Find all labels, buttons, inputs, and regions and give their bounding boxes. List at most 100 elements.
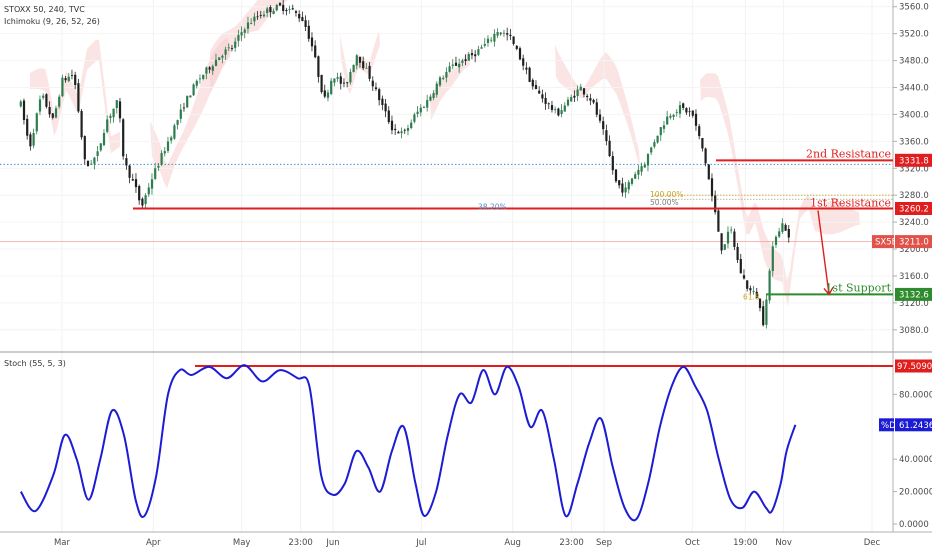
candle	[563, 102, 566, 112]
candle	[349, 68, 352, 85]
candle	[237, 29, 240, 47]
candle	[186, 95, 189, 109]
candle-body	[781, 223, 784, 232]
candle-body	[182, 107, 186, 109]
candle-body	[176, 120, 179, 125]
candle-body	[26, 118, 29, 136]
candle-body	[74, 74, 77, 85]
candle-body	[538, 90, 541, 94]
candle-body	[358, 56, 362, 63]
candle	[621, 177, 624, 197]
candle-body	[38, 99, 42, 112]
candle-body	[262, 14, 266, 17]
candle-body	[141, 198, 144, 206]
candle	[774, 235, 778, 248]
candle	[742, 269, 746, 280]
candle	[131, 173, 134, 181]
candle	[371, 76, 374, 91]
candle-body	[435, 83, 438, 95]
candle	[86, 160, 90, 167]
candle-body	[230, 48, 234, 49]
symbol-title: STOXX 50, 240, TVC	[4, 5, 85, 14]
candle-body	[675, 112, 678, 113]
projection-arrow[interactable]	[817, 210, 830, 295]
candle	[602, 116, 605, 135]
candle	[166, 136, 170, 153]
fib-61-label: 61.8	[743, 292, 760, 301]
candle-body	[691, 110, 694, 116]
price-tick-label: 3280.0	[899, 191, 929, 201]
candle	[195, 79, 198, 89]
candle-body	[458, 63, 461, 68]
candle	[525, 62, 528, 75]
candle	[179, 104, 182, 123]
candle-body	[381, 98, 384, 105]
candle-body	[285, 9, 288, 12]
candle	[682, 102, 685, 111]
candle-body	[730, 229, 733, 231]
res1-tag-text: 3260.2	[899, 205, 929, 215]
candle-body	[118, 101, 122, 119]
candle-body	[192, 84, 195, 96]
candle	[762, 300, 765, 327]
candle-body	[246, 22, 250, 29]
candle	[182, 103, 186, 112]
stoch-d-tag: %D 61.2436	[879, 418, 932, 432]
candle-body	[701, 138, 704, 149]
candle-body	[86, 161, 90, 167]
candle-body	[467, 54, 470, 61]
candle-body	[109, 115, 112, 118]
candle-body	[390, 120, 394, 131]
candle-body	[189, 95, 192, 98]
candle-body	[45, 94, 48, 107]
candle	[550, 100, 554, 113]
candle	[502, 29, 506, 37]
candle-body	[198, 78, 202, 80]
candle-body	[627, 182, 630, 190]
candle	[746, 280, 749, 292]
candle	[384, 99, 387, 118]
fibonacci-lines	[653, 194, 893, 200]
stoch-tick-label: 0.0000	[899, 520, 929, 530]
candle	[646, 153, 650, 172]
candle	[499, 32, 502, 36]
candle-body	[742, 275, 746, 279]
candle	[106, 115, 109, 134]
candle-body	[582, 88, 586, 95]
candle	[528, 66, 531, 83]
candle-body	[429, 96, 432, 101]
candle	[102, 129, 106, 147]
candle	[125, 153, 128, 170]
candle	[240, 26, 243, 42]
candle-body	[470, 53, 474, 56]
candle	[61, 74, 64, 98]
time-tick-label: Apr	[146, 538, 161, 548]
candle-body	[330, 80, 333, 94]
candle	[173, 123, 176, 140]
cloud-segment	[30, 39, 120, 154]
candle-body	[166, 141, 170, 151]
candle-body	[637, 169, 640, 175]
candle-body	[48, 107, 51, 115]
candle	[627, 180, 630, 194]
symbol-tag-background	[872, 235, 894, 249]
candle	[669, 113, 672, 120]
candle	[666, 110, 669, 125]
candle	[26, 114, 29, 140]
candle-body	[256, 16, 259, 18]
candle-body	[483, 43, 486, 46]
candle	[208, 66, 211, 74]
candle	[250, 18, 253, 25]
price-tick-label: 3480.0	[899, 57, 929, 67]
candle-body	[67, 76, 70, 81]
candle	[768, 268, 771, 304]
candle-body	[723, 244, 726, 250]
candle	[570, 94, 573, 103]
candle-body	[170, 137, 173, 141]
candle	[464, 54, 467, 66]
candle	[83, 135, 86, 165]
candle	[298, 10, 301, 23]
candle	[714, 190, 717, 215]
candle-body	[528, 67, 531, 82]
